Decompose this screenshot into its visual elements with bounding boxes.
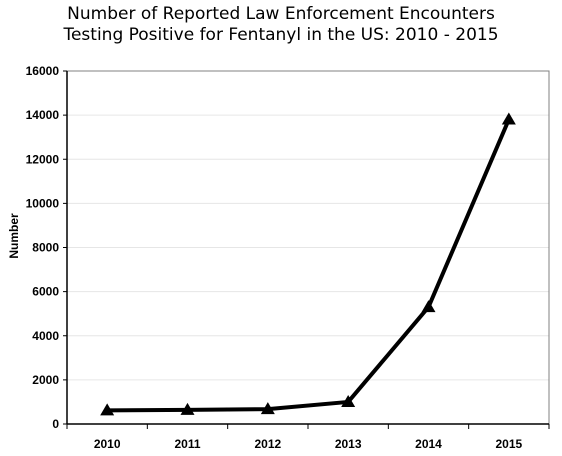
x-tick-label: 2013 bbox=[335, 437, 362, 451]
y-tick-label: 6000 bbox=[32, 285, 59, 299]
x-tick-label: 2011 bbox=[174, 437, 200, 451]
chart-title-line-2: Testing Positive for Fentanyl in the US:… bbox=[63, 25, 499, 45]
x-axis-ticks: 2010 2011 2012 2013 2014 2015 bbox=[66, 424, 550, 451]
x-tick-label: 2014 bbox=[415, 437, 442, 451]
y-tick-label: 8000 bbox=[32, 241, 59, 255]
y-tick-label: 2000 bbox=[32, 373, 59, 387]
data-point-marker-2010 bbox=[100, 403, 115, 416]
data-point-marker-2011 bbox=[180, 402, 195, 415]
data-point-marker-2015 bbox=[501, 112, 516, 125]
y-tick-label: 16000 bbox=[26, 64, 60, 78]
y-tick-label: 12000 bbox=[26, 152, 60, 166]
x-tick-label: 2010 bbox=[94, 437, 121, 451]
y-tick-label: 14000 bbox=[26, 108, 60, 122]
y-axis-ticks: 0 2000 4000 6000 8000 10000 12000 14000 16000 bbox=[26, 64, 67, 431]
x-tick-label: 2015 bbox=[495, 437, 522, 451]
y-axis-label: Number bbox=[7, 213, 21, 259]
x-tick-label: 2012 bbox=[254, 437, 281, 451]
chart-title-line-1: Number of Reported Law Enforcement Encou… bbox=[67, 4, 495, 24]
series-line bbox=[107, 118, 511, 413]
data-point-marker-2013 bbox=[341, 394, 356, 407]
y-tick-label: 10000 bbox=[26, 196, 60, 210]
y-tick-label: 4000 bbox=[32, 329, 59, 343]
chart-title: Number of Reported Law Enforcement Encou… bbox=[0, 4, 562, 46]
y-tick-label: 0 bbox=[52, 417, 59, 431]
data-point-marker-2012 bbox=[260, 402, 275, 415]
gridlines bbox=[67, 70, 549, 381]
series-group bbox=[100, 112, 516, 416]
data-point-marker-2014 bbox=[421, 300, 436, 313]
